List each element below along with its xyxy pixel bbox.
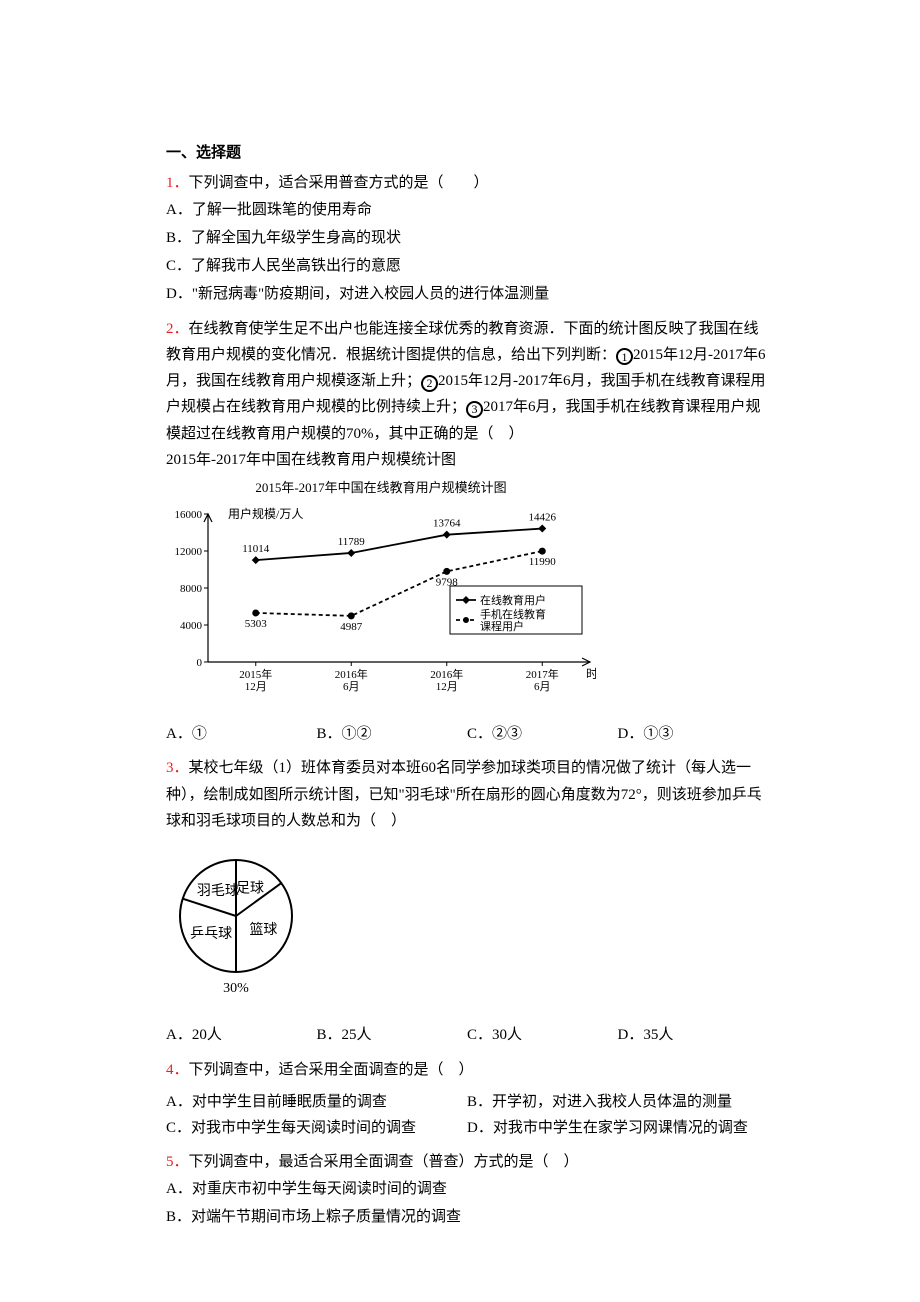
q5-number: 5．: [166, 1154, 189, 1170]
q4-opt-c: C．对我市中学生每天阅读时间的调查: [166, 1115, 467, 1141]
question-2: 2．在线教育使学生足不出户也能连接全球优秀的教育资源．下面的统计图反映了我国在线…: [166, 316, 768, 748]
svg-text:16000: 16000: [175, 509, 203, 521]
circled-3-icon: 3: [466, 401, 483, 418]
q2-chart-caption-line: 2015年-2017年中国在线教育用户规模统计图: [166, 447, 768, 473]
question-1: 1．下列调查中，适合采用普查方式的是（ ） A．了解一批圆珠笔的使用寿命 B．了…: [166, 170, 768, 307]
q2-opt-c: C．②③: [467, 721, 618, 747]
q2-chart-title: 2015年-2017年中国在线教育用户规模统计图: [166, 477, 596, 500]
circled-2-icon: 2: [421, 375, 438, 392]
q1-text: 下列调查中，适合采用普查方式的是（ ）: [189, 175, 489, 191]
q3-opt-b: B．25人: [317, 1022, 468, 1048]
q2-line-chart: 04000800012000160002015年12月2016年6月2016年1…: [166, 506, 768, 715]
q3-number: 3．: [166, 760, 189, 776]
q2-number: 2．: [166, 321, 189, 337]
svg-text:4987: 4987: [340, 621, 363, 633]
svg-text:2015年: 2015年: [239, 667, 272, 681]
question-3: 3．某校七年级（1）班体育委员对本班60名同学参加球类项目的情况做了统计（每人选…: [166, 755, 768, 1048]
q5-opt-a: A．对重庆市初中学生每天阅读时间的调查: [166, 1176, 768, 1202]
q5-opt-b: B．对端午节期间市场上粽子质量情况的调查: [166, 1204, 768, 1230]
q1-opt-c: C．了解我市人民坐高铁出行的意愿: [166, 253, 768, 279]
q2-opt-b: B．①②: [317, 721, 468, 747]
svg-text:6月: 6月: [534, 681, 551, 693]
q3-opt-c: C．30人: [467, 1022, 618, 1048]
svg-text:30%: 30%: [223, 981, 249, 996]
svg-text:用户规模/万人: 用户规模/万人: [228, 506, 303, 521]
q2-opt-a: A．①: [166, 721, 317, 747]
svg-text:11014: 11014: [242, 543, 270, 555]
svg-text:13764: 13764: [433, 517, 461, 529]
svg-text:12月: 12月: [436, 681, 458, 693]
q5-text: 下列调查中，最适合采用全面调查（普查）方式的是（ ）: [189, 1154, 579, 1170]
q1-opt-d: D．"新冠病毒"防疫期间，对进入校园人员的进行体温测量: [166, 281, 768, 307]
svg-text:乒乓球: 乒乓球: [190, 926, 232, 942]
svg-text:在线教育用户: 在线教育用户: [480, 593, 546, 607]
svg-text:4000: 4000: [180, 620, 203, 632]
q1-opt-a: A．了解一批圆珠笔的使用寿命: [166, 197, 768, 223]
q1-number: 1．: [166, 175, 189, 191]
circled-1-icon: 1: [616, 348, 633, 365]
svg-text:6月: 6月: [343, 681, 360, 693]
q1-opt-b: B．了解全国九年级学生身高的现状: [166, 225, 768, 251]
q4-text: 下列调查中，适合采用全面调查的是（ ）: [189, 1062, 474, 1078]
section-heading: 一、选择题: [166, 140, 768, 166]
svg-text:足球: 足球: [236, 881, 264, 897]
svg-text:篮球: 篮球: [249, 922, 277, 938]
question-5: 5．下列调查中，最适合采用全面调查（普查）方式的是（ ） A．对重庆市初中学生每…: [166, 1149, 768, 1230]
q3-opt-d: D．35人: [618, 1022, 769, 1048]
q3-pie-chart: 足球篮球 乒乓球 30% 羽毛球: [166, 848, 768, 1012]
svg-text:0: 0: [197, 657, 203, 669]
svg-text:手机在线教育: 手机在线教育: [480, 607, 546, 621]
q3-text: 某校七年级（1）班体育委员对本班60名同学参加球类项目的情况做了统计（每人选一种…: [166, 760, 762, 829]
svg-text:14426: 14426: [529, 511, 557, 523]
svg-text:11990: 11990: [529, 556, 557, 568]
q2-opt-d: D．①③: [618, 721, 769, 747]
q4-opt-a: A．对中学生目前睡眠质量的调查: [166, 1089, 467, 1115]
svg-text:8000: 8000: [180, 583, 203, 595]
svg-text:12月: 12月: [245, 681, 267, 693]
svg-text:2016年: 2016年: [430, 667, 463, 681]
svg-text:12000: 12000: [175, 546, 203, 558]
svg-text:羽毛球: 羽毛球: [197, 883, 239, 899]
svg-text:5303: 5303: [245, 618, 268, 630]
svg-text:11789: 11789: [338, 536, 366, 548]
svg-text:2017年: 2017年: [526, 667, 559, 681]
svg-text:课程用户: 课程用户: [480, 619, 524, 633]
q4-number: 4．: [166, 1062, 189, 1078]
q4-opt-b: B．开学初，对进入我校人员体温的测量: [467, 1089, 768, 1115]
q4-opt-d: D．对我市中学生在家学习网课情况的调查: [467, 1115, 768, 1141]
question-4: 4．下列调查中，适合采用全面调查的是（ ） A．对中学生目前睡眠质量的调查 B．…: [166, 1057, 768, 1142]
svg-text:时间: 时间: [586, 667, 596, 681]
q3-opt-a: A．20人: [166, 1022, 317, 1048]
svg-text:2016年: 2016年: [335, 667, 368, 681]
